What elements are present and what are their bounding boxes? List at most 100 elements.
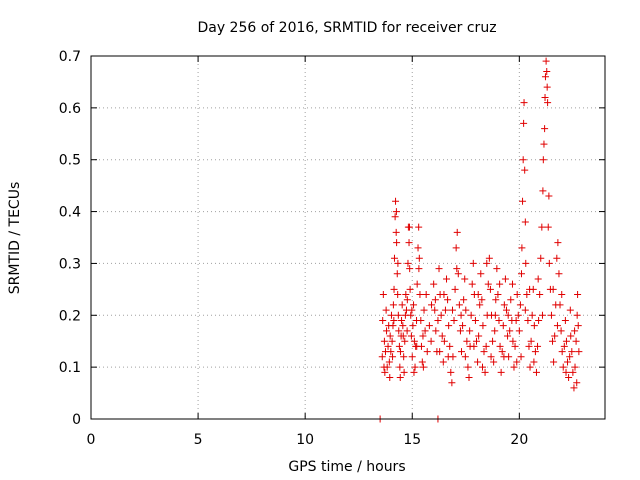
data-point: [549, 285, 557, 293]
data-point: [443, 275, 451, 283]
data-point: [464, 363, 472, 371]
data-point: [431, 306, 439, 314]
data-point: [485, 254, 493, 262]
data-points: [376, 57, 583, 423]
data-point: [559, 363, 567, 371]
data-point: [471, 316, 479, 324]
data-point: [457, 311, 465, 319]
data-point: [513, 358, 521, 366]
data-point: [521, 218, 529, 226]
data-point: [518, 244, 526, 252]
data-point: [389, 301, 397, 309]
data-point: [486, 285, 494, 293]
data-point: [413, 342, 421, 350]
data-point: [444, 353, 452, 361]
data-point: [509, 337, 517, 345]
data-point: [419, 363, 427, 371]
data-point: [480, 348, 488, 356]
data-point: [389, 353, 397, 361]
data-point: [541, 125, 549, 133]
data-point: [543, 68, 551, 76]
data-point: [501, 275, 509, 283]
data-point: [491, 311, 499, 319]
data-point: [410, 337, 418, 345]
data-point: [481, 368, 489, 376]
x-tick-label: 5: [194, 432, 203, 448]
data-point: [407, 332, 415, 340]
data-point: [500, 301, 508, 309]
data-point: [522, 259, 530, 267]
data-point: [556, 301, 564, 309]
data-point: [468, 280, 476, 288]
data-point: [396, 363, 404, 371]
data-point: [541, 93, 549, 101]
data-point: [391, 213, 399, 221]
data-point: [430, 280, 438, 288]
y-tick-label: 0.3: [59, 256, 81, 272]
data-point: [425, 322, 433, 330]
x-tick-labels: 0 5 10 15 20: [87, 432, 529, 448]
data-point: [392, 208, 400, 216]
data-point: [445, 322, 453, 330]
data-point: [410, 368, 418, 376]
data-point: [566, 353, 574, 361]
data-point: [419, 332, 427, 340]
data-point: [540, 140, 548, 148]
data-point: [551, 332, 559, 340]
data-point: [490, 358, 498, 366]
data-point: [403, 296, 411, 304]
data-point: [392, 228, 400, 236]
data-point: [427, 337, 435, 345]
data-point: [553, 254, 561, 262]
data-point: [440, 291, 448, 299]
data-point: [386, 374, 394, 382]
data-point: [564, 358, 572, 366]
data-point: [469, 259, 477, 267]
data-point: [461, 353, 469, 361]
data-point: [449, 306, 457, 314]
data-point: [390, 254, 398, 262]
data-point: [379, 316, 387, 324]
data-point: [512, 316, 520, 324]
x-tick-label: 0: [87, 432, 96, 448]
data-point: [379, 291, 387, 299]
data-point: [410, 301, 418, 309]
data-point: [389, 322, 397, 330]
data-point: [567, 332, 575, 340]
data-point: [484, 280, 492, 288]
data-point: [530, 358, 538, 366]
data-point: [553, 322, 561, 330]
y-tick-label: 0.5: [59, 153, 81, 169]
data-point: [466, 327, 474, 335]
axis-ticks: [90, 55, 605, 420]
data-point: [383, 327, 391, 335]
data-point: [418, 358, 426, 366]
data-point: [386, 332, 394, 340]
data-point: [541, 73, 549, 81]
data-point: [405, 239, 413, 247]
y-tick-label: 0.6: [59, 101, 81, 117]
data-point: [387, 311, 395, 319]
data-point: [394, 259, 402, 267]
data-point: [508, 280, 516, 288]
data-point: [470, 342, 478, 350]
data-point: [474, 291, 482, 299]
data-point: [465, 374, 473, 382]
data-point: [400, 353, 408, 361]
grid-lines: [91, 56, 605, 419]
data-point: [531, 348, 539, 356]
data-point: [539, 156, 547, 164]
data-point: [399, 332, 407, 340]
data-point: [478, 296, 486, 304]
data-point: [520, 119, 528, 127]
data-point: [569, 368, 577, 376]
data-point: [528, 311, 536, 319]
data-point: [380, 363, 388, 371]
data-point: [496, 342, 504, 350]
data-point: [453, 265, 461, 273]
data-point: [555, 270, 563, 278]
data-point: [408, 353, 416, 361]
y-tick-label: 0.7: [59, 49, 81, 65]
data-point: [451, 285, 459, 293]
